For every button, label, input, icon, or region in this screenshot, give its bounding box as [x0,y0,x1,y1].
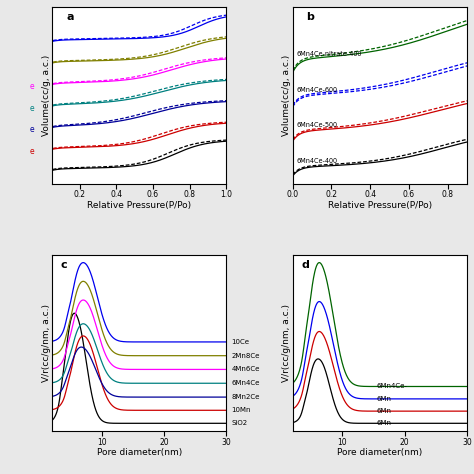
Text: d: d [301,260,309,270]
Y-axis label: V/r(cc/g/nm, a.c.): V/r(cc/g/nm, a.c.) [42,304,51,382]
Text: c: c [61,260,67,270]
Text: 8Mn2Ce: 8Mn2Ce [231,394,260,400]
Text: e: e [29,82,34,91]
Text: 4Mn6Ce: 4Mn6Ce [231,366,260,373]
Text: 6Mn4Ce-500: 6Mn4Ce-500 [297,122,337,128]
Text: 6Mn4Ce-600: 6Mn4Ce-600 [297,87,337,93]
Text: 6Mn4Ce: 6Mn4Ce [231,380,260,386]
Text: 6Mn4Ce-nitrate-400: 6Mn4Ce-nitrate-400 [297,51,362,56]
Text: b: b [307,12,314,22]
Y-axis label: V/r(cc/g/nm, a.c.): V/r(cc/g/nm, a.c.) [282,304,291,382]
X-axis label: Relative Pressure(P/Po): Relative Pressure(P/Po) [87,201,191,210]
Text: e: e [29,125,34,134]
Text: 2Mn8Ce: 2Mn8Ce [231,353,260,359]
X-axis label: Pore diameter(nm): Pore diameter(nm) [337,448,422,457]
Text: SiO2: SiO2 [231,420,247,426]
Text: 6Mn: 6Mn [377,408,392,414]
X-axis label: Relative Pressure(P/Po): Relative Pressure(P/Po) [328,201,432,210]
Text: 6Mn: 6Mn [377,396,392,402]
Text: 10Mn: 10Mn [231,407,251,413]
Text: 6Mn4Ce-400: 6Mn4Ce-400 [297,158,337,164]
X-axis label: Pore diameter(nm): Pore diameter(nm) [97,448,182,457]
Text: 6Mn4Ce-: 6Mn4Ce- [377,383,408,390]
Text: e: e [29,147,34,156]
Text: 6Mn: 6Mn [377,420,392,426]
Y-axis label: Volume(cc/g, a.c.): Volume(cc/g, a.c.) [42,55,51,136]
Text: a: a [66,12,73,22]
Y-axis label: Volume(cc/g, a.c.): Volume(cc/g, a.c.) [282,55,291,136]
Text: 10Ce: 10Ce [231,339,249,345]
Text: e: e [29,104,34,113]
